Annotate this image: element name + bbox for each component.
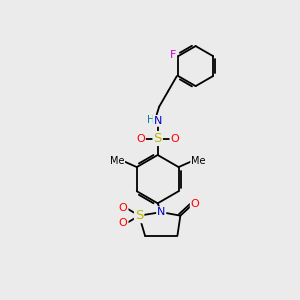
Text: N: N [154,116,162,126]
Text: O: O [119,218,128,228]
Text: O: O [170,134,179,143]
Text: O: O [191,199,200,209]
Text: Me: Me [110,156,124,166]
Text: F: F [170,50,176,60]
Text: S: S [154,132,162,145]
Text: O: O [136,134,145,143]
Text: S: S [135,209,143,222]
Text: N: N [157,207,165,217]
Text: H: H [147,115,155,125]
Text: O: O [119,203,128,213]
Text: Me: Me [191,156,206,166]
